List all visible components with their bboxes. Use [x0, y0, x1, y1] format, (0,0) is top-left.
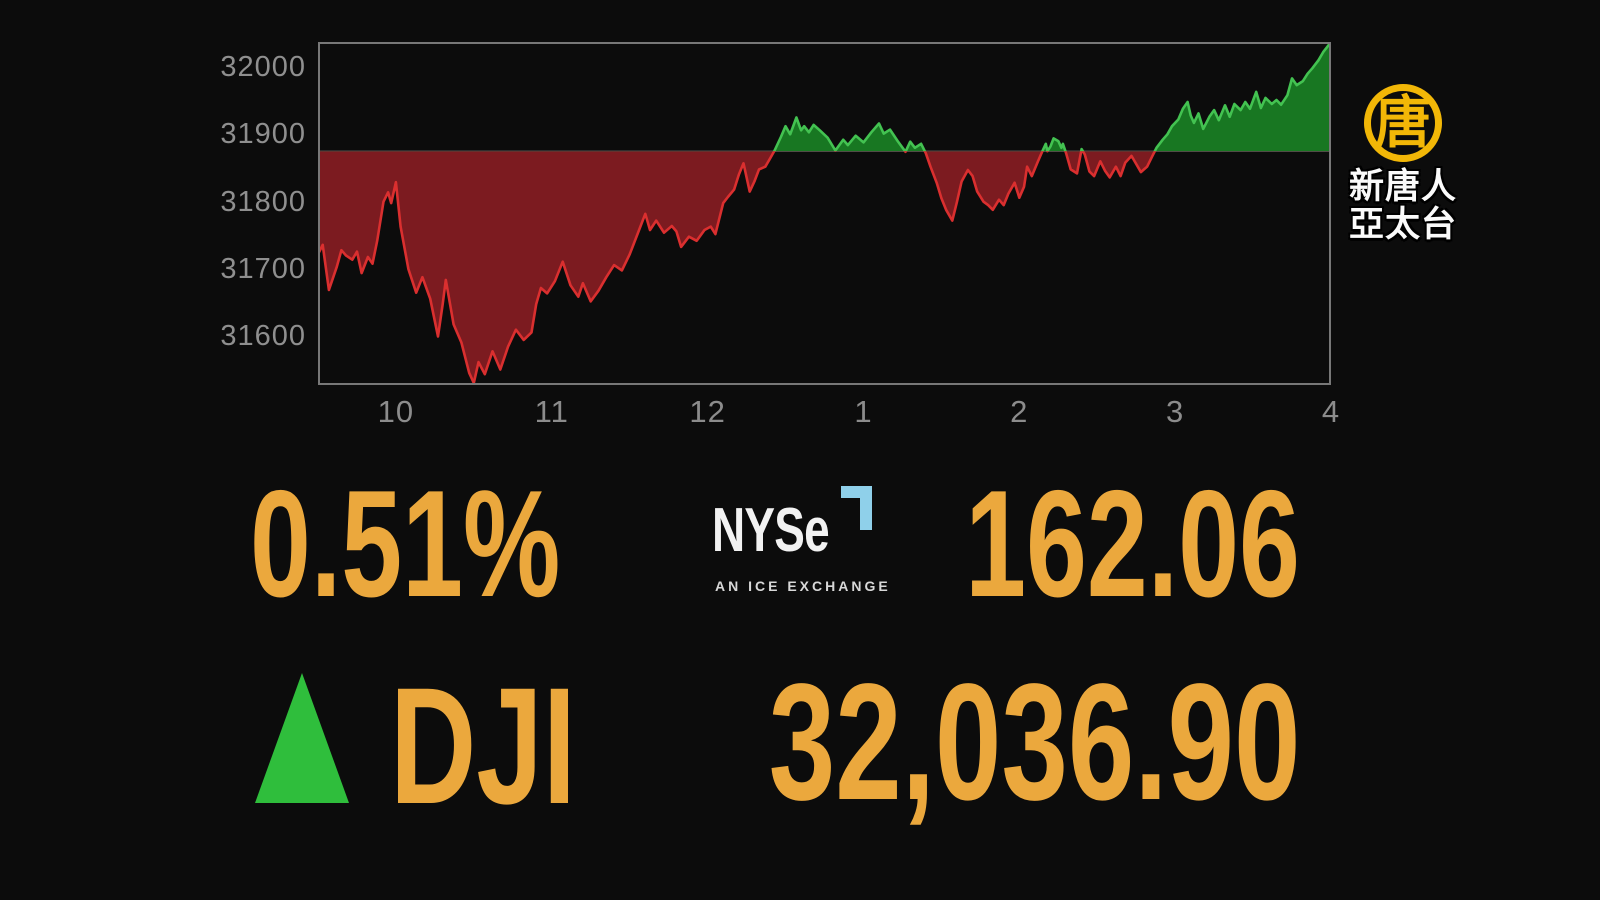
y-tick-label: 31700 — [220, 253, 306, 286]
intraday-chart — [318, 42, 1331, 385]
x-tick-label: 11 — [534, 394, 569, 429]
plot-svg — [318, 42, 1331, 385]
x-tick-label: 1 — [854, 394, 873, 429]
nyse-bracket-icon — [841, 486, 872, 530]
ticker-symbol: DJI — [390, 654, 576, 839]
nyse-tagline: AN ICE EXCHANGE — [715, 578, 891, 594]
x-tick-label: 12 — [689, 394, 726, 429]
x-tick-label: 10 — [377, 394, 415, 429]
nyse-wordmark: NYSe — [712, 496, 830, 565]
change-percent: 0.51% — [250, 459, 561, 629]
y-tick-label: 31600 — [220, 320, 306, 353]
last-price: 32,036.90 — [768, 650, 1300, 835]
station-logo-glyph: 唐 — [1375, 91, 1431, 154]
x-tick-label: 2 — [1010, 394, 1029, 429]
station-name-line2: 亞太台 — [1348, 205, 1457, 244]
y-tick-label: 32000 — [220, 50, 306, 83]
x-tick-label: 3 — [1166, 394, 1185, 429]
x-tick-label: 4 — [1321, 394, 1341, 429]
y-tick-label: 31800 — [220, 185, 306, 218]
station-logo-icon: 唐 — [1364, 84, 1442, 162]
y-tick-label: 31900 — [220, 118, 306, 151]
station-name-line1: 新唐人 — [1348, 167, 1457, 206]
change-points: 162.06 — [965, 459, 1300, 629]
nyse-logo: NYSe AN ICE EXCHANGE — [712, 486, 952, 594]
up-arrow-icon — [255, 673, 349, 803]
station-watermark: 唐 新唐人 亞太台 — [1318, 84, 1488, 244]
